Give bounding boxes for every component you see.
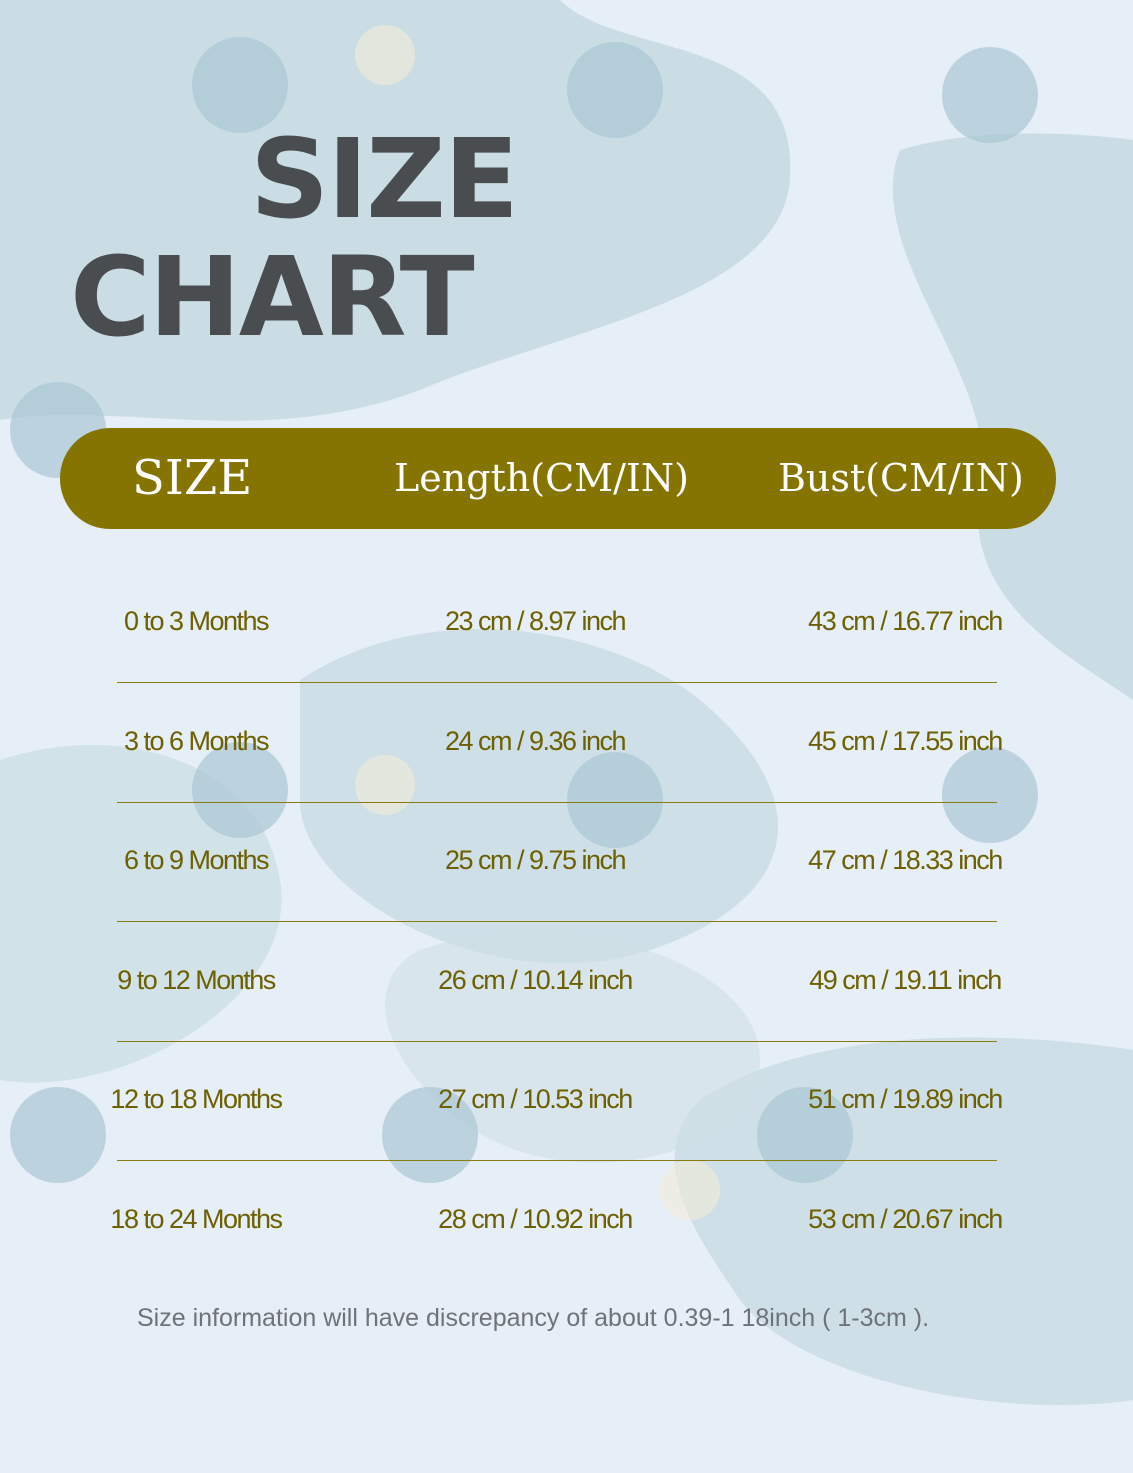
size-chart-title: SIZE CHART (70, 115, 519, 361)
cell-size: 12 to 18 Months (110, 1084, 283, 1114)
row-divider (117, 1040, 997, 1042)
cell-size: 0 to 3 Months (123, 606, 270, 636)
cell-bust: 43 cm / 16.77 inch (808, 606, 1003, 636)
cell-length: 26 cm / 10.14 inch (438, 964, 633, 995)
header-length: Length(CM/IN) (394, 456, 689, 500)
cell-bust: 51 cm / 19.89 inch (808, 1084, 1003, 1114)
table-header: SIZE Length(CM/IN) Bust(CM/IN) (60, 428, 1056, 529)
cell-size: 3 to 6 Months (123, 725, 270, 756)
cell-size: 18 to 24 Months (110, 1203, 283, 1234)
cell-length: 27 cm / 10.53 inch (438, 1084, 633, 1114)
table-row: 0 to 3 Months 23 cm / 8.97 inch 43 cm / 16… (0, 562, 1133, 681)
row-divider (117, 801, 997, 803)
header-size: SIZE (132, 450, 253, 506)
cell-length: 24 cm / 9.36 inch (444, 725, 627, 756)
cell-bust: 47 cm / 18.33 inch (808, 845, 1003, 875)
row-divider (117, 921, 997, 922)
title-line-1: SIZE (250, 115, 519, 243)
table-row: 6 to 9 Months 25 cm / 9.75 inch 47 cm / 18… (0, 801, 1133, 920)
cell-length: 28 cm / 10.92 inch (438, 1203, 633, 1234)
table-row: 18 to 24 Months 28 cm / 10.92 inch 53 cm /… (0, 1160, 1133, 1279)
cell-bust: 53 cm / 20.67 inch (808, 1203, 1003, 1234)
row-divider (117, 1160, 997, 1161)
header-bust: Bust(CM/IN) (778, 456, 1024, 500)
table-row: 12 to 18 Months 27 cm / 10.53 inch 51 cm /… (0, 1040, 1133, 1159)
table-row: 9 to 12 Months 26 cm / 10.14 inch 49 cm / … (0, 921, 1133, 1040)
cell-bust: 49 cm / 19.11 inch (809, 964, 1002, 995)
table-row: 3 to 6 Months 24 cm / 9.36 inch 45 cm / 17… (0, 682, 1133, 801)
size-note: Size information will have discrepancy o… (137, 1304, 930, 1332)
cell-length: 23 cm / 8.97 inch (444, 606, 627, 636)
cell-length: 25 cm / 9.75 inch (444, 845, 627, 875)
row-divider (117, 682, 997, 683)
title-line-2: CHART (70, 233, 475, 361)
cell-bust: 45 cm / 17.55 inch (808, 725, 1003, 756)
cell-size: 6 to 9 Months (123, 845, 270, 875)
cell-size: 9 to 12 Months (117, 964, 276, 995)
